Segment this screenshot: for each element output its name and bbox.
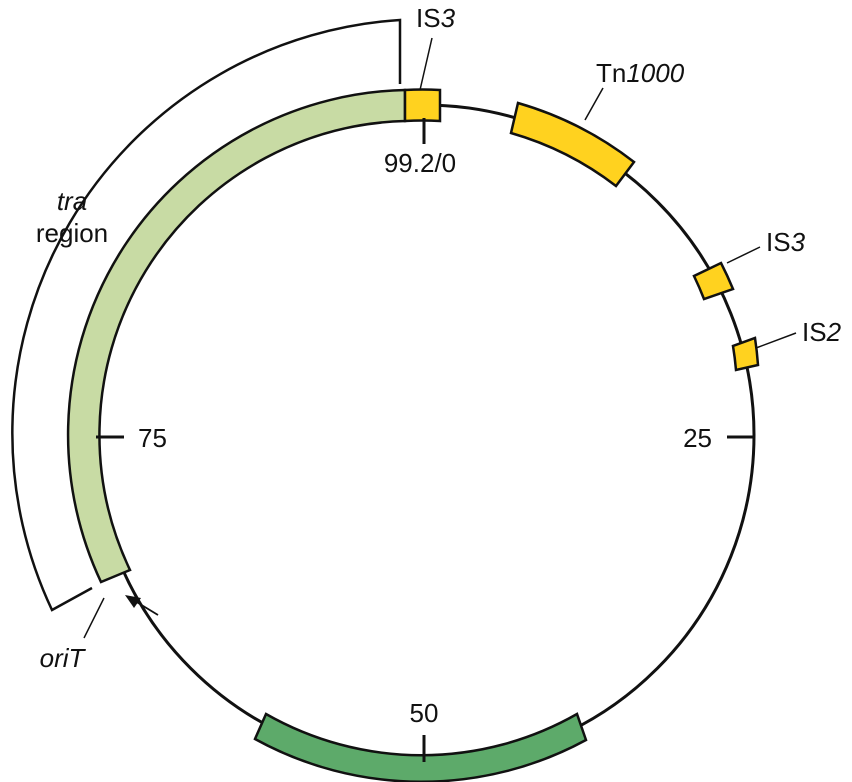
label-tra-region: region [36,218,108,248]
label-tra-italic: tra [57,186,87,216]
label-orit: oriT [40,643,87,673]
leader-is3-top [419,37,433,91]
tn1000-element [509,101,636,188]
label-origin: 99.2/0 [384,148,456,178]
tra-region-bracket [11,18,402,612]
orit-arrowhead [125,595,141,608]
tra-region-band [66,88,407,584]
label-50: 50 [410,698,439,728]
label-75: 75 [138,423,167,453]
label-25: 25 [683,423,712,453]
label-is3-right: IS3 [766,227,806,257]
is2-element [731,336,760,372]
is3-top-element [403,88,442,123]
leader-is3-right [726,246,761,264]
is3-right-element [692,261,735,301]
label-is3-top: IS3 [416,3,456,33]
label-is2: IS2 [802,317,842,347]
leader-orit [83,597,105,639]
leader-is2 [755,332,797,349]
label-tn1000: Tn1000 [596,58,685,88]
green-segment-50 [253,712,588,782]
leader-tn1000 [584,87,604,121]
